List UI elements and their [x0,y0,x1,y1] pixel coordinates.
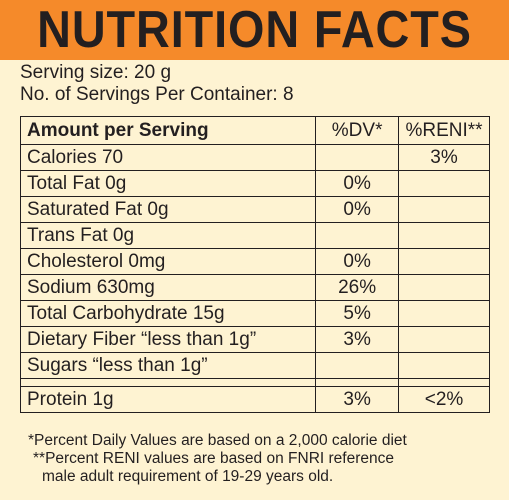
spacer-cell [315,378,399,387]
row-label-saturated-fat: Saturated Fat 0g [19,196,317,223]
table-header-row: Amount per Serving %DV* %RENI** [19,116,490,145]
column-header-dv: %DV* [315,116,399,145]
row-reni-sodium [398,274,490,301]
table-spacer-row [19,378,490,387]
row-dv-saturated-fat: 0% [315,196,399,223]
table-row: Total Fat 0g 0% [19,170,490,197]
nutrition-header: NUTRITION FACTS [0,0,509,60]
row-reni-saturated-fat [398,196,490,223]
row-label-sugars: Sugars “less than 1g” [19,352,317,379]
table-row: Calories 70 3% [19,144,490,171]
serving-size: Serving size: 20 g [20,62,172,83]
row-dv-dietary-fiber: 3% [315,326,399,353]
row-label-protein: Protein 1g [19,386,317,413]
row-reni-dietary-fiber [398,326,490,353]
row-reni-protein: <2% [398,386,490,413]
table-row: Sodium 630mg 26% [19,274,490,301]
row-dv-total-fat: 0% [315,170,399,197]
nutrition-title: NUTRITION FACTS [37,1,472,59]
spacer-cell [398,378,490,387]
serving-info: Serving size: 20 g No. of Servings Per C… [20,62,294,106]
row-label-trans-fat: Trans Fat 0g [19,222,317,249]
row-dv-protein: 3% [315,386,399,413]
row-dv-sugars [315,352,399,379]
row-dv-calories [315,144,399,171]
row-reni-calories: 3% [398,144,490,171]
nutrition-table: Amount per Serving %DV* %RENI** Calories… [19,116,490,413]
footnote-reni-line2: male adult requirement of 19-29 years ol… [42,468,334,485]
column-header-amount: Amount per Serving [19,116,317,145]
servings-per-container: No. of Servings Per Container: 8 [20,84,294,105]
row-reni-cholesterol [398,248,490,275]
row-dv-trans-fat [315,222,399,249]
row-label-dietary-fiber: Dietary Fiber “less than 1g” [19,326,317,353]
row-label-calories: Calories 70 [19,144,317,171]
row-reni-sugars [398,352,490,379]
row-dv-cholesterol: 0% [315,248,399,275]
table-row: Total Carbohydrate 15g 5% [19,300,490,327]
table-row: Cholesterol 0mg 0% [19,248,490,275]
table-row: Trans Fat 0g [19,222,490,249]
row-label-total-carbohydrate: Total Carbohydrate 15g [19,300,317,327]
row-reni-trans-fat [398,222,490,249]
row-label-total-fat: Total Fat 0g [19,170,317,197]
table-row: Sugars “less than 1g” [19,352,490,379]
footnote-reni-line1: **Percent RENI values are based on FNRI … [33,450,394,467]
row-dv-total-carbohydrate: 5% [315,300,399,327]
row-dv-sodium: 26% [315,274,399,301]
spacer-cell [19,378,317,387]
row-label-cholesterol: Cholesterol 0mg [19,248,317,275]
table-row: Dietary Fiber “less than 1g” 3% [19,326,490,353]
footnote-dv: *Percent Daily Values are based on a 2,0… [28,432,407,449]
column-header-reni: %RENI** [398,116,490,145]
footnotes: *Percent Daily Values are based on a 2,0… [0,432,509,486]
row-reni-total-carbohydrate [398,300,490,327]
row-reni-total-fat [398,170,490,197]
table-row: Protein 1g 3% <2% [19,386,490,413]
table-row: Saturated Fat 0g 0% [19,196,490,223]
row-label-sodium: Sodium 630mg [19,274,317,301]
